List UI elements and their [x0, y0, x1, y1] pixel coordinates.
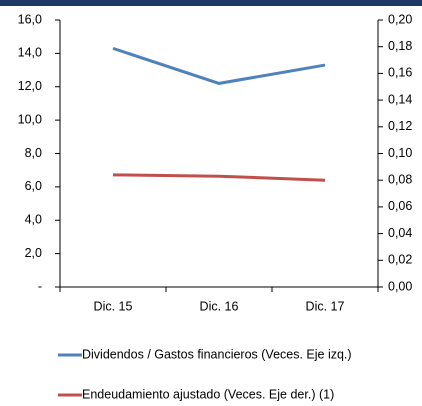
x-tick-label: Dic. 15 [94, 299, 133, 313]
y2-tick-label: 0,16 [388, 66, 412, 80]
y2-tick-label: 0,12 [388, 119, 412, 133]
y2-tick-label: 0,18 [388, 39, 412, 53]
x-tick-label: Dic. 16 [200, 299, 239, 313]
y-tick-label: 14,0 [18, 46, 42, 60]
y-tick-label: 2,0 [25, 246, 42, 260]
y-tick-label: 16,0 [18, 12, 42, 26]
y2-tick-label: 0,04 [388, 226, 412, 240]
y2-tick-label: 0,20 [388, 12, 412, 26]
top-bar [0, 0, 422, 6]
legend-label: Endeudamiento ajustado (Veces. Eje der.)… [82, 387, 334, 401]
y-tick-label: 8,0 [25, 146, 42, 160]
y-tick-label: 6,0 [25, 179, 42, 193]
series-line [112, 173, 326, 182]
series-line [112, 46, 326, 85]
y-tick-label: - [38, 279, 42, 293]
y-tick-label: 10,0 [18, 112, 42, 126]
y2-tick-label: 0,00 [388, 279, 412, 293]
y2-tick-label: 0,02 [388, 253, 412, 267]
y2-tick-label: 0,10 [388, 146, 412, 160]
y-tick-label: 12,0 [18, 79, 42, 93]
y2-tick-label: 0,08 [388, 172, 412, 186]
y2-tick-label: 0,06 [388, 199, 412, 213]
y-tick-label: 4,0 [25, 213, 42, 227]
y2-tick-label: 0,14 [388, 92, 412, 106]
legend-label: Dividendos / Gastos financieros (Veces. … [82, 347, 352, 361]
x-tick-label: Dic. 17 [306, 299, 345, 313]
